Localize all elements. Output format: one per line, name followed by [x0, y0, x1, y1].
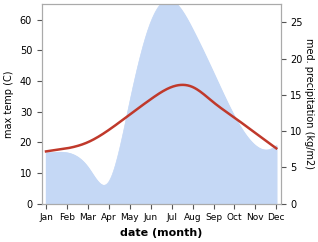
Y-axis label: max temp (C): max temp (C)	[4, 70, 14, 138]
Y-axis label: med. precipitation (kg/m2): med. precipitation (kg/m2)	[304, 38, 314, 169]
X-axis label: date (month): date (month)	[120, 228, 202, 238]
